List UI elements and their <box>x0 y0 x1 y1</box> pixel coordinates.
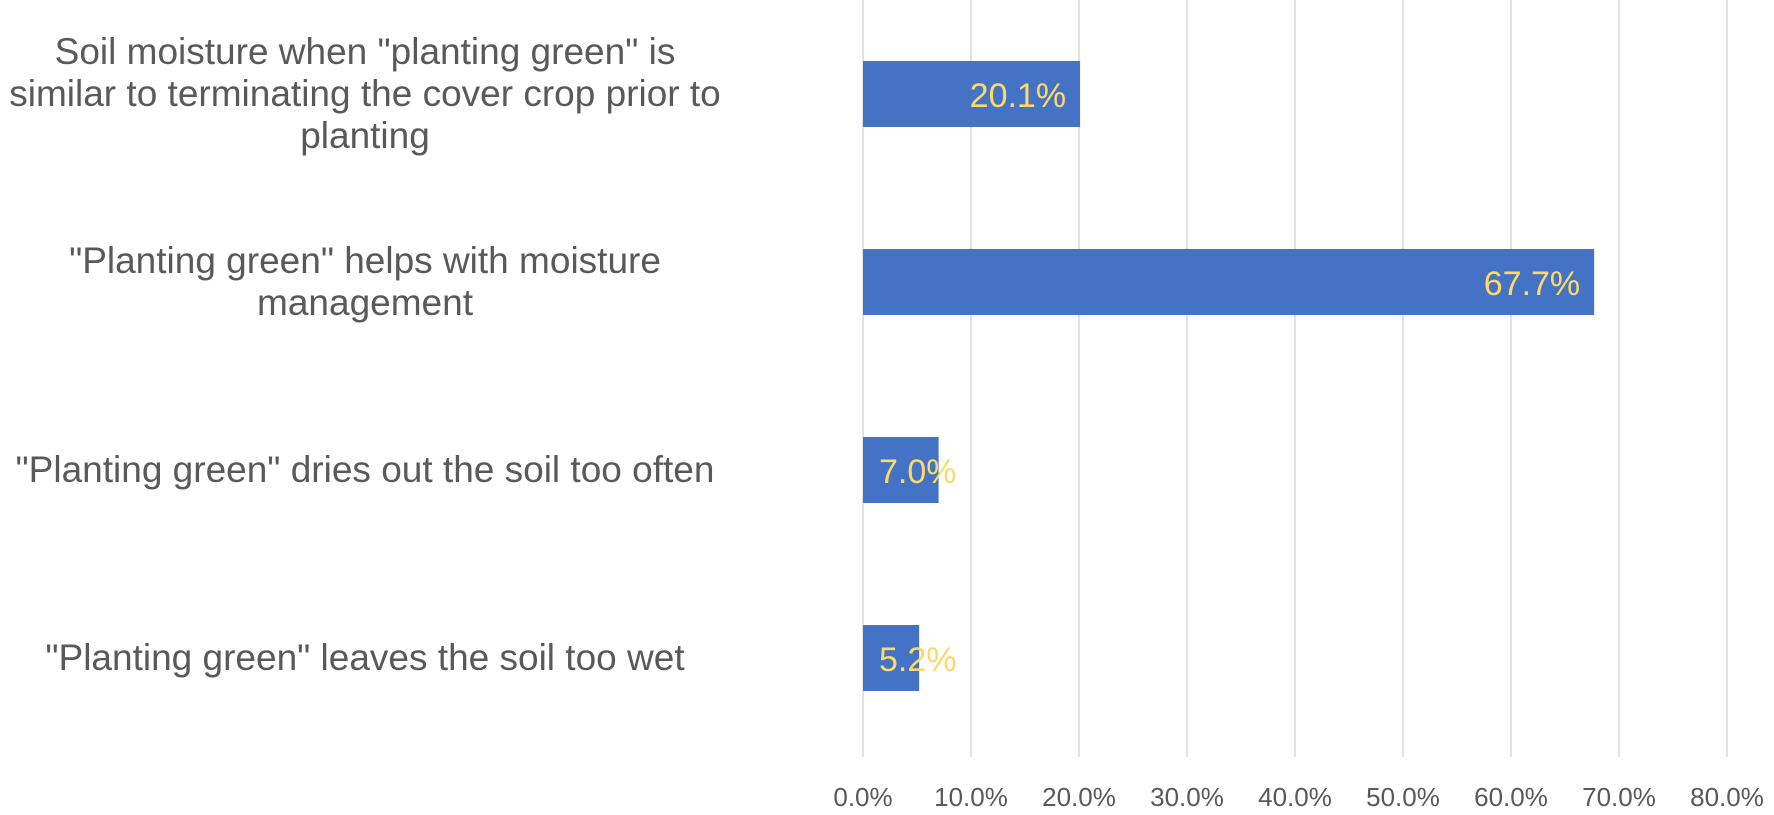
x-tick-label: 20.0% <box>1042 782 1116 812</box>
category-label-soil-moisture-similar: Soil moisture when "planting green" is s… <box>9 31 721 156</box>
x-tick-label: 50.0% <box>1366 782 1440 812</box>
bar <box>863 625 920 691</box>
x-tick-label: 40.0% <box>1258 782 1332 812</box>
bar <box>863 61 1081 127</box>
x-tick-label: 70.0% <box>1582 782 1656 812</box>
data-label: 7.0% <box>879 453 957 491</box>
data-label: 20.1% <box>970 77 1066 115</box>
data-label: 5.2% <box>879 641 957 679</box>
x-tick-label: 60.0% <box>1474 782 1548 812</box>
x-tick-label: 0.0% <box>833 782 892 812</box>
bar <box>863 437 939 503</box>
x-tick-label: 80.0% <box>1690 782 1764 812</box>
category-label-dries-out-soil: "Planting green" dries out the soil too … <box>15 449 715 490</box>
category-label-helps-moisture-management: "Planting green" helps with moisture man… <box>69 240 661 323</box>
x-tick-label: 30.0% <box>1150 782 1224 812</box>
data-label: 67.7% <box>1484 265 1580 303</box>
bar <box>863 249 1595 315</box>
x-tick-label: 10.0% <box>934 782 1008 812</box>
category-label-soil-too-wet: "Planting green" leaves the soil too wet <box>45 637 685 678</box>
